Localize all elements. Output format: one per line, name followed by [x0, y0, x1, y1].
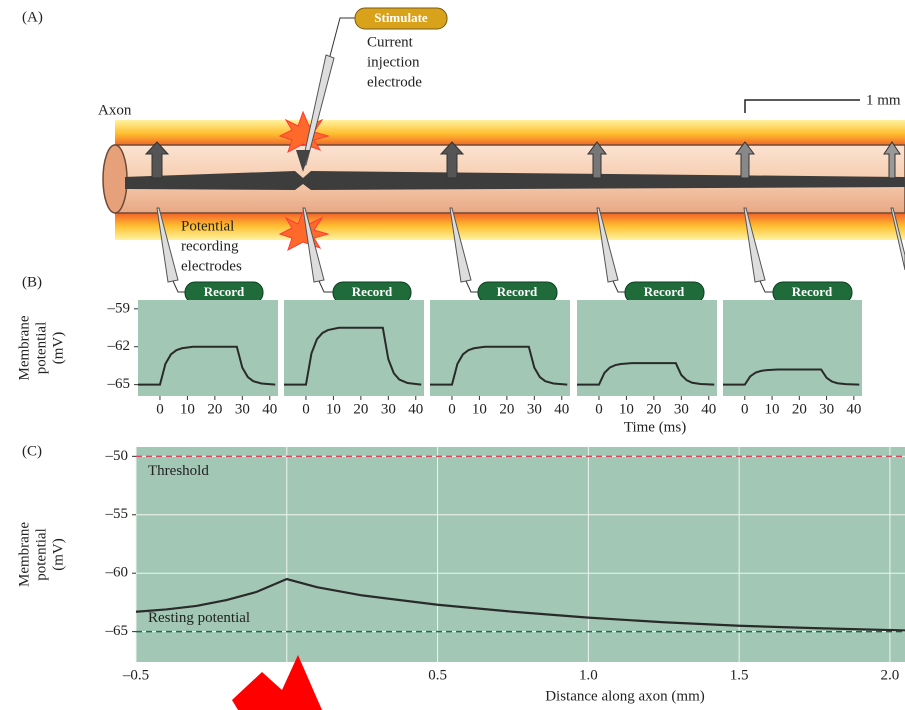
recording-label: electrodes [181, 258, 242, 274]
data-line [135, 577, 905, 632]
plot-area [136, 447, 905, 662]
x-tick-label: 1.5 [730, 667, 749, 683]
data-line [138, 345, 276, 386]
electrode-label: electrode [367, 74, 422, 90]
x-tick-label: 2.0 [881, 667, 900, 683]
electrode-label: Current [367, 34, 414, 50]
y-axis-label: (mV) [50, 538, 66, 571]
plot-area [577, 300, 717, 396]
y-axis-label: Membrane [16, 315, 32, 380]
panel-label: (A) [22, 9, 43, 25]
x-tick-label: 1.0 [579, 667, 598, 683]
x-tick-label: 20 [207, 401, 222, 417]
scale-label: 1 mm [866, 92, 901, 108]
x-tick-label: 30 [381, 401, 396, 417]
axon-label: Axon [98, 102, 132, 118]
stimulating-electrode [301, 54, 335, 166]
stimulus-burst [278, 110, 330, 154]
y-tick-label: –65 [105, 623, 129, 639]
x-tick-label: 30 [527, 401, 542, 417]
y-tick-label: –59 [107, 300, 131, 316]
current-flow [125, 171, 905, 190]
y-axis-label: potential [33, 322, 49, 375]
data-line [284, 326, 422, 386]
recording-electrodes [156, 207, 905, 283]
x-tick-label: 0.5 [428, 667, 447, 683]
recording-label: recording [181, 238, 239, 254]
x-tick-label: 20 [499, 401, 514, 417]
y-tick-label: –60 [105, 565, 129, 581]
data-line [430, 345, 568, 386]
x-tick-label: 10 [180, 401, 195, 417]
y-tick-label: –55 [105, 506, 129, 522]
x-tick-label: 0 [448, 401, 456, 417]
x-tick-label: 20 [353, 401, 368, 417]
record-buttons [184, 281, 853, 304]
stimulus-burst [278, 210, 330, 252]
x-tick-label: 30 [674, 401, 689, 417]
record-label: Record [644, 284, 685, 299]
x-tick-label: 10 [765, 401, 780, 417]
x-tick-label: 10 [619, 401, 634, 417]
y-axis-label: (mV) [50, 332, 66, 365]
x-tick-label: 30 [819, 401, 834, 417]
injection-arrow [296, 150, 310, 172]
axon-end [102, 144, 128, 214]
record-leads [172, 280, 773, 293]
x-tick-label: 0 [741, 401, 749, 417]
y-axis-label: Membrane [16, 522, 32, 587]
record-label: Record [497, 284, 538, 299]
y-tick-label: –62 [107, 338, 131, 354]
panel-label: (B) [22, 274, 42, 290]
x-tick-label: 0 [156, 401, 164, 417]
x-tick-label: 40 [408, 401, 423, 417]
x-axis-label: Distance along axon (mm) [545, 688, 705, 704]
x-tick-label: –0.5 [122, 667, 149, 683]
data-line [723, 368, 860, 386]
reference-label: Resting potential [148, 610, 250, 626]
x-tick-label: 40 [262, 401, 277, 417]
x-tick-label: 30 [235, 401, 250, 417]
scale-bar [744, 99, 860, 113]
record-label: Record [352, 284, 393, 299]
x-tick-label: 0 [595, 401, 603, 417]
x-tick-label: 40 [554, 401, 569, 417]
x-tick-label: 40 [701, 401, 716, 417]
record-label: Record [792, 284, 833, 299]
x-tick-label: 40 [846, 401, 861, 417]
axon-diagram [102, 7, 905, 304]
current-arrows [144, 141, 901, 179]
stimulate-button[interactable] [354, 7, 448, 30]
electrode-label: injection [367, 54, 420, 70]
glow-top [115, 120, 905, 147]
reference-label: Threshold [148, 463, 209, 479]
record-label: Record [204, 284, 245, 299]
x-tick-label: 0 [302, 401, 310, 417]
x-axis-label: Time (ms) [624, 419, 686, 435]
x-tick-label: 10 [472, 401, 487, 417]
plot-area [723, 300, 862, 396]
pointer-arrow [232, 655, 322, 710]
callout-line [329, 17, 355, 57]
recording-label: Potential [181, 218, 234, 234]
y-axis-label: potential [33, 528, 49, 581]
stimulate-label: Stimulate [374, 10, 428, 25]
panel-label: (C) [22, 443, 42, 459]
x-tick-label: 20 [646, 401, 661, 417]
y-tick-label: –65 [107, 376, 131, 392]
data-line [577, 362, 715, 386]
glow-bottom [115, 212, 905, 240]
y-tick-label: –50 [105, 448, 129, 464]
x-tick-label: 20 [792, 401, 807, 417]
x-tick-label: 10 [326, 401, 341, 417]
